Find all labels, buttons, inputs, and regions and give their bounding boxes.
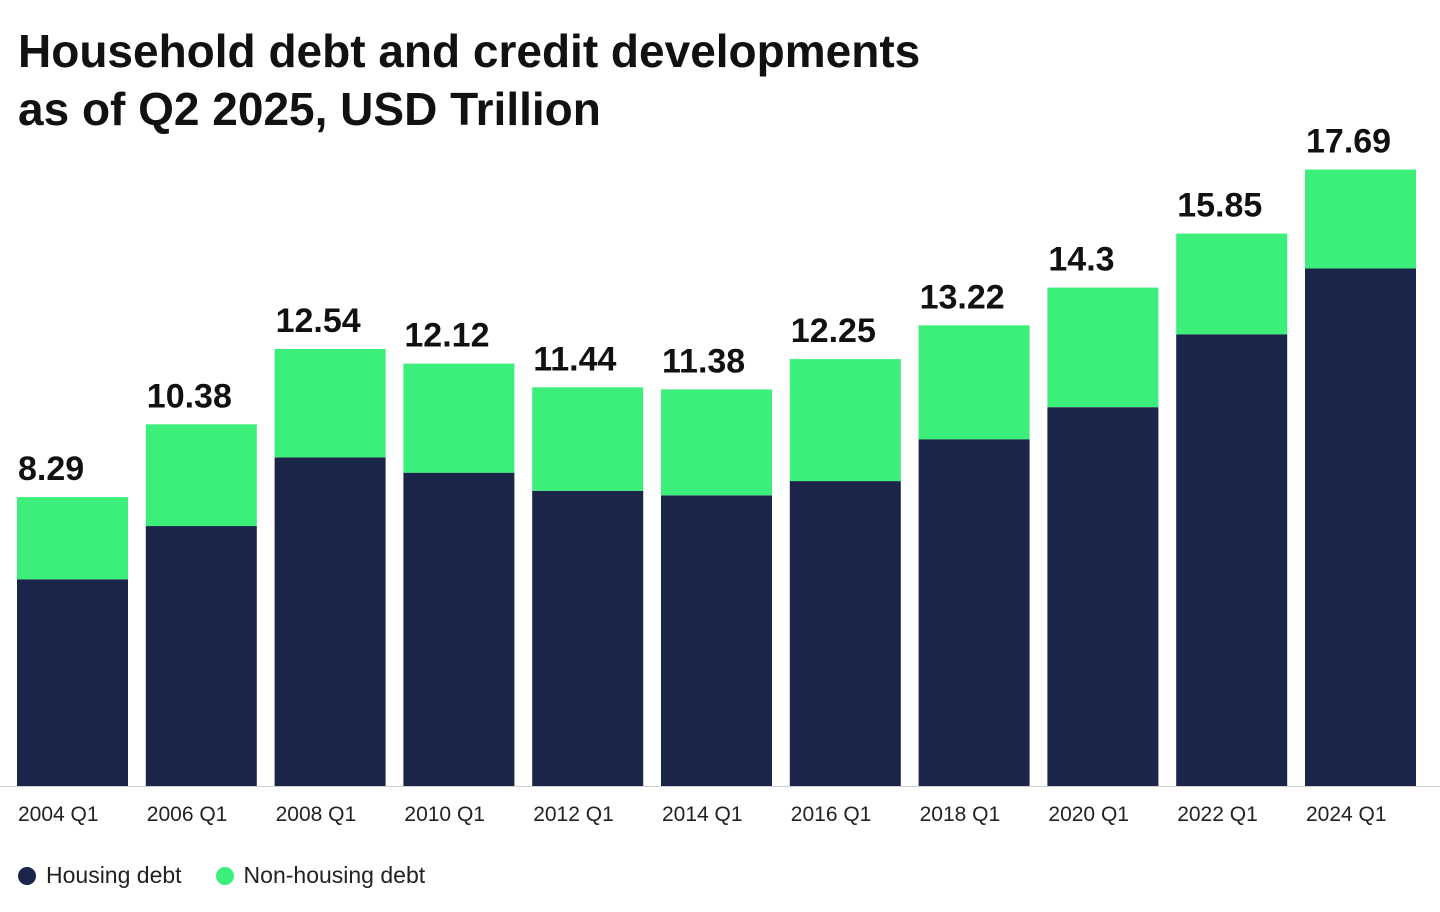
x-tick-label-2004-q1: 2004 Q1 [18, 803, 99, 826]
total-label-2022-q1: 15.85 [1177, 187, 1262, 225]
bar-housing-2012-q1[interactable] [532, 490, 644, 786]
bar-housing-2020-q1[interactable] [1047, 407, 1159, 786]
bar-housing-2018-q1[interactable] [918, 439, 1030, 786]
bar-non-housing-2014-q1[interactable] [661, 389, 772, 496]
bar-housing-2010-q1[interactable] [403, 472, 515, 786]
x-tick-label-2012-q1: 2012 Q1 [533, 803, 614, 826]
bar-non-housing-2012-q1[interactable] [532, 387, 644, 491]
bar-non-housing-2020-q1[interactable] [1047, 287, 1159, 408]
total-label-2016-q1: 12.25 [791, 312, 876, 350]
chart-title-line-2: as of Q2 2025, USD Trillion [18, 83, 601, 135]
x-tick-label-2020-q1: 2020 Q1 [1048, 803, 1129, 826]
legend-item-housing[interactable]: Housing debt [18, 862, 182, 889]
bar-housing-2014-q1[interactable] [661, 495, 772, 786]
chart-title: Household debt and credit developments a… [18, 22, 1218, 138]
total-label-2014-q1: 11.38 [662, 342, 745, 380]
bar-housing-2016-q1[interactable] [789, 481, 901, 786]
x-tick-labels: 2004 Q1 2006 Q1 2008 Q1 2010 Q1 2012 Q1 2014 … [18, 803, 1387, 826]
bar-group [17, 169, 1416, 787]
bar-housing-2006-q1[interactable] [145, 526, 257, 786]
legend-swatch-housing [18, 866, 36, 885]
legend-label-non-housing: Non-housing debt [243, 862, 426, 888]
legend-item-non-housing[interactable]: Non-housing debt [215, 862, 426, 889]
total-label-2008-q1: 12.54 [276, 302, 361, 340]
bar-non-housing-2010-q1[interactable] [403, 363, 515, 473]
x-tick-label-2008-q1: 2008 Q1 [276, 803, 357, 826]
bar-housing-2008-q1[interactable] [274, 457, 386, 786]
bar-non-housing-2008-q1[interactable] [274, 349, 386, 458]
chart-title-line-1: Household debt and credit developments [18, 25, 921, 77]
bar-non-housing-2006-q1[interactable] [145, 424, 257, 527]
bar-non-housing-2018-q1[interactable] [918, 325, 1030, 440]
x-tick-label-2016-q1: 2016 Q1 [791, 803, 872, 826]
x-tick-label-2024-q1: 2024 Q1 [1306, 803, 1387, 826]
total-label-2024-q1: 17.69 [1306, 123, 1391, 161]
total-label-2020-q1: 14.3 [1048, 241, 1114, 279]
legend-label-housing: Housing debt [46, 862, 182, 888]
total-label-2018-q1: 13.22 [920, 278, 1005, 316]
bar-non-housing-2024-q1[interactable] [1305, 169, 1416, 269]
total-label-2004-q1: 8.29 [18, 450, 84, 488]
x-tick-label-2022-q1: 2022 Q1 [1177, 803, 1258, 826]
bar-non-housing-2016-q1[interactable] [789, 359, 901, 482]
legend-swatch-non-housing [215, 866, 234, 885]
total-labels: 8.29 10.38 12.54 12.12 11.44 11.38 12.25 13.22 1… [18, 123, 1391, 489]
stacked-bar-chart: 8.29 10.38 12.54 12.12 11.44 11.38 12.25 13.22 1… [0, 123, 1440, 826]
bar-housing-2024-q1[interactable] [1305, 268, 1416, 787]
legend: Housing debt Non-housing debt [18, 862, 459, 889]
total-label-2012-q1: 11.44 [533, 340, 616, 378]
bar-housing-2004-q1[interactable] [17, 579, 128, 786]
x-tick-label-2010-q1: 2010 Q1 [404, 803, 485, 826]
x-tick-label-2018-q1: 2018 Q1 [920, 803, 1001, 826]
total-label-2006-q1: 10.38 [147, 377, 232, 415]
bar-non-housing-2004-q1[interactable] [17, 497, 128, 580]
total-label-2010-q1: 12.12 [404, 317, 489, 355]
x-tick-label-2014-q1: 2014 Q1 [662, 803, 743, 826]
x-tick-label-2006-q1: 2006 Q1 [147, 803, 228, 826]
bar-housing-2022-q1[interactable] [1176, 334, 1288, 786]
bar-non-housing-2022-q1[interactable] [1176, 233, 1288, 335]
